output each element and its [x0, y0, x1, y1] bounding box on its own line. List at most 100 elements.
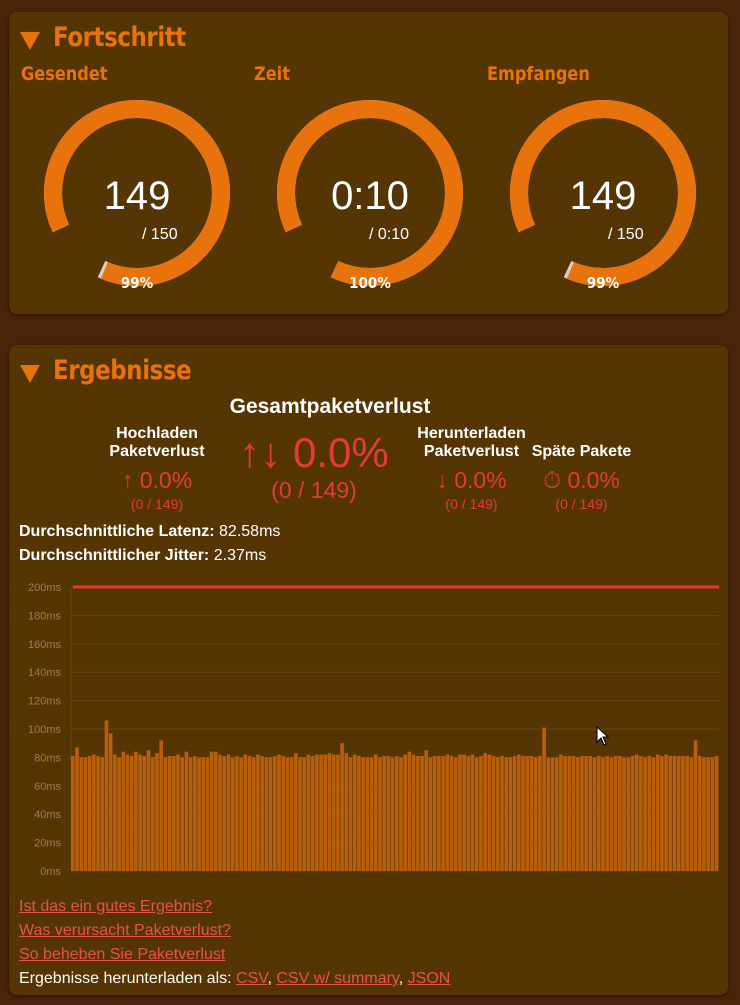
y-tick-label: 100ms [28, 724, 62, 736]
latency-bar [125, 754, 130, 871]
latency-bar [495, 757, 500, 871]
latency-bar [407, 751, 412, 871]
gauge-fill [277, 100, 463, 286]
latency-bar [357, 755, 361, 871]
average-latency-label: Durchschnittliche Latenz: [19, 523, 215, 540]
total-loss-heading: Gesamtpaketverlust [229, 395, 431, 418]
latency-bar [129, 755, 134, 871]
latency-bar [672, 755, 677, 871]
latency-bar [550, 757, 555, 871]
latency-bar [310, 755, 315, 871]
latency-bar [108, 733, 113, 871]
latency-bar [306, 754, 311, 871]
json-link[interactable]: JSON [407, 970, 451, 987]
gauge-fill [44, 100, 230, 286]
average-jitter-label: Durchschnittlicher Jitter: [19, 547, 210, 564]
latency-bar [289, 757, 294, 871]
y-tick-label: 140ms [28, 667, 62, 679]
download-loss-stat: Herunterladen Paketverlust ↓ 0.0% (0 / 1… [409, 425, 534, 512]
upload-loss-stat: Hochladen Paketverlust ↑ 0.0% (0 / 149) [97, 425, 217, 512]
latency-bar [508, 757, 513, 871]
latency-bar [336, 754, 340, 871]
latency-bar [113, 754, 117, 871]
gauge-ring-received [510, 100, 696, 286]
latency-bar [142, 755, 147, 871]
total-loss-stat: ↑↓ 0.0% (0 / 149) [229, 429, 399, 504]
latency-bar [399, 757, 403, 871]
latency-bar [445, 754, 450, 871]
latency-bar [676, 755, 681, 871]
good-result-link[interactable]: Ist das ein gutes Ergebnis? [19, 898, 213, 915]
latency-bar [420, 755, 424, 871]
latency-bar [121, 751, 126, 871]
latency-bar [197, 757, 201, 871]
mouse-cursor-icon [596, 726, 610, 746]
gauge-received: 149 / 150 99% [508, 98, 698, 294]
latency-bar [411, 754, 416, 871]
latency-bar [639, 755, 643, 871]
latency-bar [230, 757, 235, 871]
latency-bar [87, 755, 92, 871]
latency-bar [155, 753, 159, 871]
download-loss-title-2: Paketverlust [423, 443, 520, 460]
upload-loss-value: 0.0% [139, 467, 193, 493]
latency-bar [697, 755, 702, 871]
arrows-up-down-icon: ↑↓ [239, 429, 282, 476]
late-packets-stat: Späte Pakete ⏱ 0.0% (0 / 149) [524, 443, 639, 512]
y-tick-label: 60ms [34, 781, 61, 793]
csv-link[interactable]: CSV [236, 970, 268, 987]
latency-bar [622, 757, 626, 871]
average-latency-value: 82.58ms [219, 523, 281, 540]
latency-bar [693, 740, 698, 871]
latency-bar [378, 757, 382, 871]
latency-bar [239, 757, 243, 871]
results-links: Ist das ein gutes Ergebnis? Was verursac… [19, 895, 450, 991]
latency-bar [222, 755, 227, 871]
gauge-time: 0:10 / 0:10 100% [275, 98, 465, 294]
csv-summary-link[interactable]: CSV w/ summary [276, 970, 399, 987]
results-title[interactable]: Ergebnisse [53, 355, 192, 386]
latency-bar [605, 755, 609, 871]
collapse-triangle-icon[interactable] [20, 365, 40, 383]
latency-bar [281, 755, 285, 871]
latency-bar [554, 757, 559, 871]
collapse-triangle-icon[interactable] [20, 32, 40, 50]
gauge-value-sent: 149 [103, 174, 171, 218]
latency-bar [369, 757, 374, 871]
latency-bar [285, 757, 290, 871]
download-loss-title-1: Herunterladen [417, 425, 526, 442]
latency-bar [390, 757, 395, 871]
gauge-percent-sent: 99% [120, 274, 154, 292]
latency-bar [546, 757, 551, 871]
latency-bar [567, 755, 572, 871]
latency-bar [235, 755, 239, 871]
y-tick-label: 200ms [28, 582, 62, 594]
y-tick-label: 120ms [28, 696, 62, 708]
latency-bar [559, 754, 563, 871]
latency-bar [618, 755, 622, 871]
latency-bar [352, 754, 357, 871]
latency-bar [466, 755, 471, 871]
gauge-total-received: / 150 [608, 226, 644, 243]
fix-link[interactable]: So beheben Sie Paketverlust [19, 946, 226, 963]
latency-bar [218, 754, 222, 871]
latency-bar [382, 755, 386, 871]
latency-bar [630, 755, 635, 871]
latency-bar [517, 754, 521, 871]
average-jitter-value: 2.37ms [213, 547, 267, 564]
latency-bar [71, 755, 75, 871]
total-loss-count: (0 / 149) [271, 477, 357, 503]
late-packets-value: 0.0% [567, 467, 620, 493]
gauge-label-time: Zeit [254, 63, 290, 85]
progress-title[interactable]: Fortschritt [53, 22, 186, 53]
causes-link[interactable]: Was verursacht Paketverlust? [19, 922, 231, 939]
latency-bar [264, 757, 269, 871]
latency-bar [348, 757, 353, 871]
latency-chart-svg: 0ms 20ms 40ms 60ms 80ms 100ms 120ms 140ms 160ms 1… [28, 582, 719, 878]
latency-bar [613, 755, 618, 871]
latency-bar [453, 757, 458, 871]
late-packets-count: (0 / 149) [555, 496, 608, 512]
gauge-value-received: 149 [569, 174, 637, 218]
gauge-total-sent: / 150 [142, 226, 178, 243]
results-panel: Ergebnisse Gesamtpaketverlust Hochladen … [9, 345, 728, 995]
